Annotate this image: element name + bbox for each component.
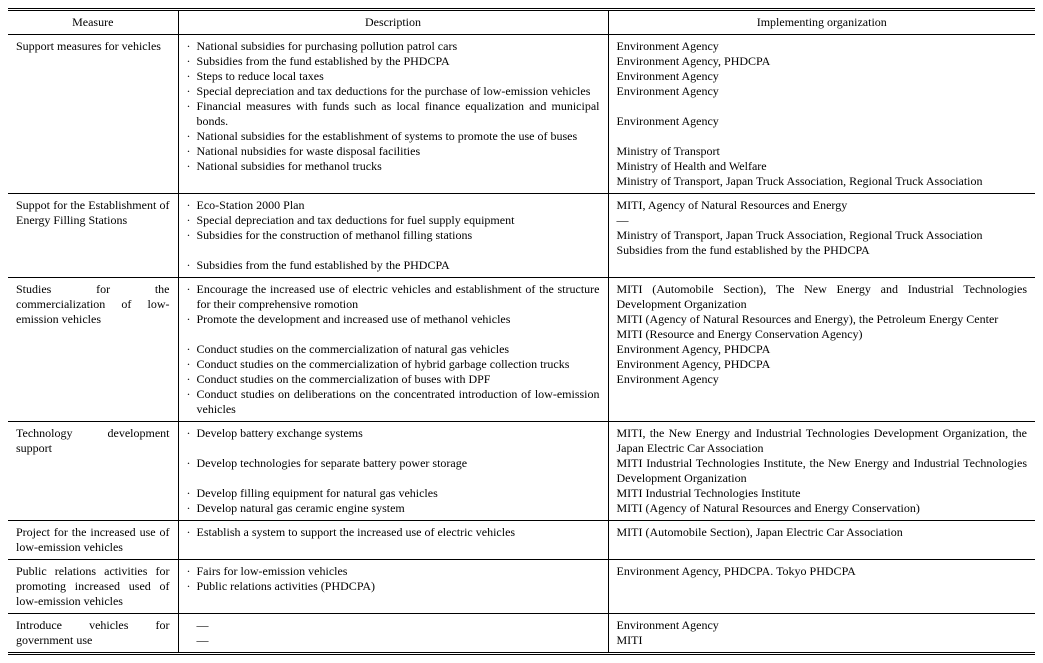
header-measure: Measure	[8, 10, 178, 35]
description-item	[187, 327, 600, 342]
org-item: MITI (Agency of Natural Resources and En…	[617, 312, 1028, 327]
table-body: Support measures for vehicles National su…	[8, 35, 1035, 654]
org-cell: MITI, the New Energy and Industrial Tech…	[608, 422, 1035, 521]
description-item: Eco-Station 2000 Plan	[187, 198, 600, 213]
org-item: Environment Agency, PHDCPA	[617, 357, 1028, 372]
org-item: MITI	[617, 633, 1028, 648]
org-item: MITI (Automobile Section), Japan Electri…	[617, 525, 1028, 540]
description-cell: Encourage the increased use of electric …	[178, 278, 608, 422]
description-item: Promote the development and increased us…	[187, 312, 600, 327]
org-item	[617, 129, 1028, 144]
table-row: Support measures for vehicles National su…	[8, 35, 1035, 194]
description-item: Develop technologies for separate batter…	[187, 456, 600, 471]
description-item: National subsidies for the establishment…	[187, 129, 600, 144]
org-item: MITI (Resource and Energy Conservation A…	[617, 327, 1028, 342]
description-cell: National subsidies for purchasing pollut…	[178, 35, 608, 194]
description-item: Financial measures with funds such as lo…	[187, 99, 600, 129]
org-item: Environment Agency	[617, 84, 1028, 99]
description-item: National subsidies for purchasing pollut…	[187, 39, 600, 54]
measure-cell: Introduce vehicles for government use	[8, 614, 178, 654]
description-cell: Eco-Station 2000 PlanSpecial depreciatio…	[178, 194, 608, 278]
description-item: Subsidies from the fund established by t…	[187, 54, 600, 69]
org-cell: MITI, Agency of Natural Resources and En…	[608, 194, 1035, 278]
org-item: Environment Agency, PHDCPA	[617, 342, 1028, 357]
description-item: Conduct studies on the commercialization…	[187, 357, 600, 372]
org-item: Environment Agency	[617, 372, 1028, 387]
description-item	[187, 441, 600, 456]
header-org: Implementing organization	[608, 10, 1035, 35]
org-cell: Environment AgencyEnvironment Agency, PH…	[608, 35, 1035, 194]
org-item: MITI Industrial Technologies Institute	[617, 486, 1028, 501]
description-item: Establish a system to support the increa…	[187, 525, 600, 540]
description-item: Fairs for low-emission vehicles	[187, 564, 600, 579]
description-item: National nubsidies for waste disposal fa…	[187, 144, 600, 159]
description-item	[187, 471, 600, 486]
org-item	[617, 99, 1028, 114]
org-item: Environment Agency, PHDCPA	[617, 54, 1028, 69]
org-item: Environment Agency	[617, 114, 1028, 129]
org-item: Environment Agency	[617, 618, 1028, 633]
table-row: Studies for the commercialization of low…	[8, 278, 1035, 422]
description-item: Develop filling equipment for natural ga…	[187, 486, 600, 501]
description-cell: Develop battery exchange systems Develop…	[178, 422, 608, 521]
description-item: Encourage the increased use of electric …	[187, 282, 600, 312]
description-item: Develop natural gas ceramic engine syste…	[187, 501, 600, 516]
description-item: Steps to reduce local taxes	[187, 69, 600, 84]
org-cell: MITI (Automobile Section), Japan Electri…	[608, 521, 1035, 560]
description-item: Conduct studies on deliberations on the …	[187, 387, 600, 417]
table-row: Introduce vehicles for government use——E…	[8, 614, 1035, 654]
description-item: National subsidies for methanol trucks	[187, 159, 600, 174]
org-item: Ministry of Transport	[617, 144, 1028, 159]
measure-cell: Studies for the commercialization of low…	[8, 278, 178, 422]
org-item: Ministry of Transport, Japan Truck Assoc…	[617, 228, 1028, 243]
measure-cell: Project for the increased use of low-emi…	[8, 521, 178, 560]
org-item: —	[617, 213, 1028, 228]
description-item: Special depreciation and tax deductions …	[187, 84, 600, 99]
description-item: Subsidies from the fund established by t…	[187, 258, 600, 273]
org-cell: Environment AgencyMITI	[608, 614, 1035, 654]
description-item	[187, 243, 600, 258]
org-item: Environment Agency	[617, 69, 1028, 84]
org-item: MITI (Agency of Natural Resources and En…	[617, 501, 1028, 516]
measure-cell: Support measures for vehicles	[8, 35, 178, 194]
table-row: Technology development supportDevelop ba…	[8, 422, 1035, 521]
description-item: Conduct studies on the commercialization…	[187, 372, 600, 387]
description-cell: Fairs for low-emission vehiclesPublic re…	[178, 560, 608, 614]
org-item: Environment Agency	[617, 39, 1028, 54]
measure-cell: Suppot for the Establishment of Energy F…	[8, 194, 178, 278]
org-cell: Environment Agency, PHDCPA. Tokyo PHDCPA	[608, 560, 1035, 614]
description-cell: ——	[178, 614, 608, 654]
description-item: Subsidies for the construction of methan…	[187, 228, 600, 243]
org-item: Ministry of Transport, Japan Truck Assoc…	[617, 174, 1028, 189]
org-item: MITI Industrial Technologies Institute, …	[617, 456, 1028, 486]
table-row: Public relations activities for promotin…	[8, 560, 1035, 614]
org-item: MITI, Agency of Natural Resources and En…	[617, 198, 1028, 213]
description-cell: Establish a system to support the increa…	[178, 521, 608, 560]
header-description: Description	[178, 10, 608, 35]
description-item: —	[187, 618, 600, 633]
org-item: Subsidies from the fund established by t…	[617, 243, 1028, 258]
table-row: Suppot for the Establishment of Energy F…	[8, 194, 1035, 278]
table-header-row: Measure Description Implementing organiz…	[8, 10, 1035, 35]
org-item: Ministry of Health and Welfare	[617, 159, 1028, 174]
org-item: MITI, the New Energy and Industrial Tech…	[617, 426, 1028, 456]
description-item: —	[187, 633, 600, 648]
table-row: Project for the increased use of low-emi…	[8, 521, 1035, 560]
org-cell: MITI (Automobile Section), The New Energ…	[608, 278, 1035, 422]
description-item: Public relations activities (PHDCPA)	[187, 579, 600, 594]
description-item: Special depreciation and tax deductions …	[187, 213, 600, 228]
measure-cell: Technology development support	[8, 422, 178, 521]
org-item: MITI (Automobile Section), The New Energ…	[617, 282, 1028, 312]
measure-cell: Public relations activities for promotin…	[8, 560, 178, 614]
description-item: Develop battery exchange systems	[187, 426, 600, 441]
org-item: Environment Agency, PHDCPA. Tokyo PHDCPA	[617, 564, 1028, 579]
policy-table: Measure Description Implementing organiz…	[8, 8, 1035, 655]
description-item: Conduct studies on the commercialization…	[187, 342, 600, 357]
